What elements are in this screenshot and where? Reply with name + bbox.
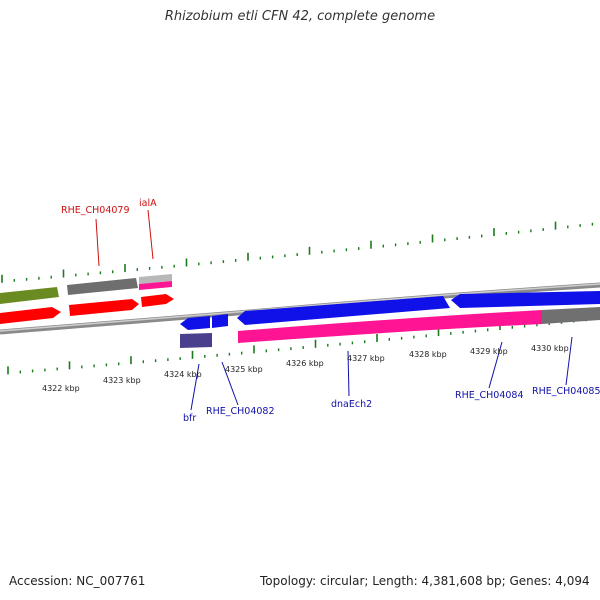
scale-label-4328: 4328 kbp xyxy=(409,350,447,359)
gene-red-3[interactable] xyxy=(141,294,174,307)
gene-navy[interactable] xyxy=(180,333,212,348)
gene-gray-upper[interactable] xyxy=(67,278,138,295)
inner-tick-ring xyxy=(7,315,600,375)
scale-label-4330: 4330 kbp xyxy=(531,344,569,353)
summary-text: Topology: circular; Length: 4,381,608 bp… xyxy=(260,574,590,588)
scale-label-4325: 4325 kbp xyxy=(225,365,263,374)
scale-label-4329: 4329 kbp xyxy=(470,347,508,356)
scale-label-4324: 4324 kbp xyxy=(164,370,202,379)
gene-label-rhe-ch04084: RHE_CH04084 xyxy=(455,390,524,401)
gene-magenta-long[interactable] xyxy=(238,310,542,343)
gene-gray-right[interactable] xyxy=(542,307,600,324)
gene-blue-bfr[interactable] xyxy=(180,316,210,330)
gene-label-bfr: bfr xyxy=(183,413,196,424)
gene-lightgray[interactable] xyxy=(139,274,172,284)
gene-blue-small[interactable] xyxy=(212,314,228,328)
reverse-genes-blue xyxy=(180,291,600,330)
map-title: Rhizobium etli CFN 42, complete genome xyxy=(164,9,436,24)
scale-label-4323: 4323 kbp xyxy=(103,376,141,385)
scale-label-4326: 4326 kbp xyxy=(286,359,324,368)
gene-blue-long[interactable] xyxy=(237,296,450,325)
outer-tick-ring xyxy=(1,221,594,283)
label-leaders xyxy=(95,209,573,411)
gene-label-iala: ialA xyxy=(139,198,157,209)
gene-red-2[interactable] xyxy=(69,299,139,316)
scale-label-4327: 4327 kbp xyxy=(347,354,385,363)
accession-text: Accession: NC_007761 xyxy=(9,574,146,588)
gene-label-rhe-ch04085: RHE_CH04085 xyxy=(532,386,600,397)
gene-label-rhe-ch04082: RHE_CH04082 xyxy=(206,406,275,417)
gene-magenta-small[interactable] xyxy=(139,281,172,290)
gene-red-1[interactable] xyxy=(0,307,61,324)
forward-genes xyxy=(0,274,174,324)
reverse-genes-lower xyxy=(180,307,600,348)
scale-label-4322: 4322 kbp xyxy=(42,384,80,393)
gene-olive[interactable] xyxy=(0,287,59,304)
gene-blue-right[interactable] xyxy=(451,291,600,308)
gene-label-dnaech2: dnaEch2 xyxy=(331,399,372,410)
gene-label-rhe-ch04079: RHE_CH04079 xyxy=(61,205,130,216)
